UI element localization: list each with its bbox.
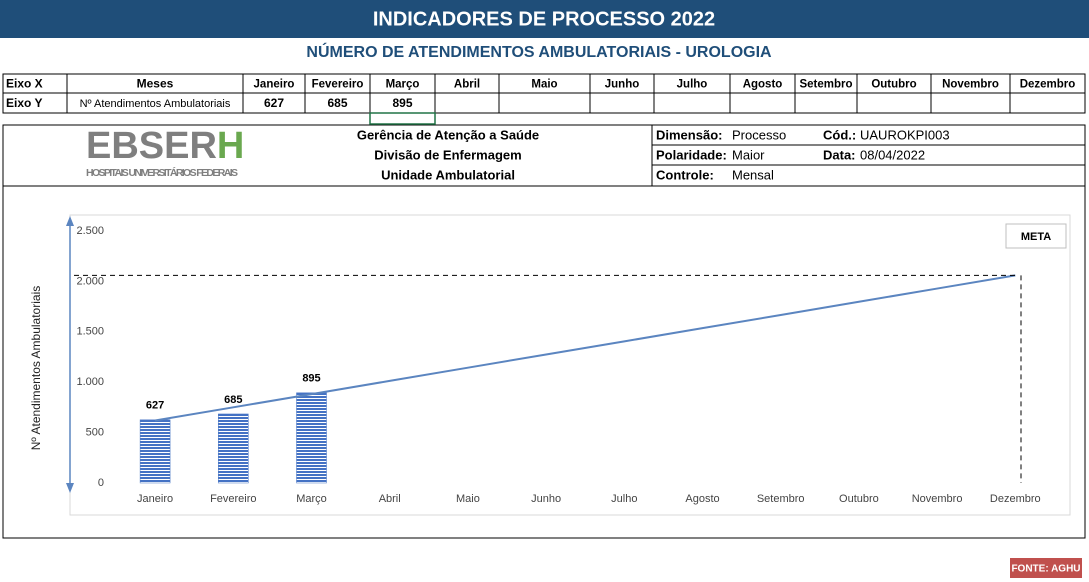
info-value: UAUROKPI003 [860,127,950,142]
bar-label: 895 [302,373,320,385]
y-tick-label: 1.500 [76,326,104,338]
chart-frame [2,185,1086,539]
table-cell: Julho [677,79,708,91]
meta-box [1005,223,1067,249]
table-cell: Abril [454,79,480,91]
table-cell: 895 [392,96,412,110]
table-cell: 685 [327,96,347,110]
x-tick-label: Junho [531,493,561,505]
table-cell: Setembro [799,79,852,91]
y-tick-label: 1.000 [76,376,104,388]
title-bar [0,0,1089,38]
bar-label: 627 [146,400,164,412]
x-tick-label: Abril [379,493,401,505]
info-value: Mensal [732,167,774,182]
x-tick-label: Fevereiro [210,493,256,505]
table-cell: Junho [605,79,640,91]
table-cell: Agosto [743,79,783,91]
table-cell: Novembro [942,79,999,91]
info-value: Maior [732,147,765,162]
meta-label: META [1021,231,1051,243]
y-tick-label: 2.500 [76,225,104,237]
selected-cell [369,112,436,125]
table-cell: Meses [137,77,174,91]
bar [139,419,171,484]
x-tick-label: Janeiro [137,493,173,505]
table-cell: Dezembro [1020,79,1076,91]
logo: EBSERH [86,125,244,167]
y-tick-label: 0 [98,477,104,489]
table-cell: Março [386,79,420,91]
x-tick-label: Maio [456,493,480,505]
info-line: Gerência de Atenção a Saúde [357,127,539,142]
table-cell: Maio [531,79,557,91]
x-tick-label: Novembro [912,493,963,505]
x-tick-label: Agosto [685,493,719,505]
info-label: Data: [823,147,856,162]
source: FONTE: AGHU [1011,564,1080,575]
y-axis-title: Nº Atendimentos Ambulatoriais [29,286,43,450]
info-label: Cód.: [823,127,856,142]
table-cell: Outubro [871,79,916,91]
logo-tagline: HOSPITAIS UNIVERSITÁRIOS FEDERAIS [86,166,238,179]
y-tick-label: 500 [86,427,104,439]
trend-line [154,274,1016,422]
info-line: Divisão de Enfermagem [374,147,521,162]
table-cell: Eixo Y [6,96,42,110]
info-label: Controle: [656,167,714,182]
source-box [1010,558,1082,578]
info-line: Unidade Ambulatorial [381,167,515,182]
bar [218,413,249,484]
table-cell: Fevereiro [312,79,364,91]
y-tick-label: 2.000 [76,275,104,287]
info-value: Processo [732,127,786,142]
logo-text: EBSER [86,125,217,167]
table-cell: Janeiro [254,79,295,91]
table-cell: Eixo X [6,77,43,91]
x-tick-label: Dezembro [990,493,1041,505]
x-tick-label: Outubro [839,493,879,505]
subtitle: NÚMERO DE ATENDIMENTOS AMBULATORIAIS - U… [306,42,772,61]
x-tick-label: Março [296,493,327,505]
info-label: Dimensão: [656,127,722,142]
info-label: Polaridade: [656,147,727,162]
table-cell: 627 [264,96,284,110]
bar-label: 685 [224,394,242,406]
info-value: 08/04/2022 [860,147,925,162]
bar [296,392,327,484]
title: INDICADORES DE PROCESSO 2022 [373,8,715,30]
logo-text: H [217,125,244,167]
table-cell: Nº Atendimentos Ambulatoriais [80,98,231,110]
x-tick-label: Julho [611,493,637,505]
x-tick-label: Setembro [757,493,805,505]
